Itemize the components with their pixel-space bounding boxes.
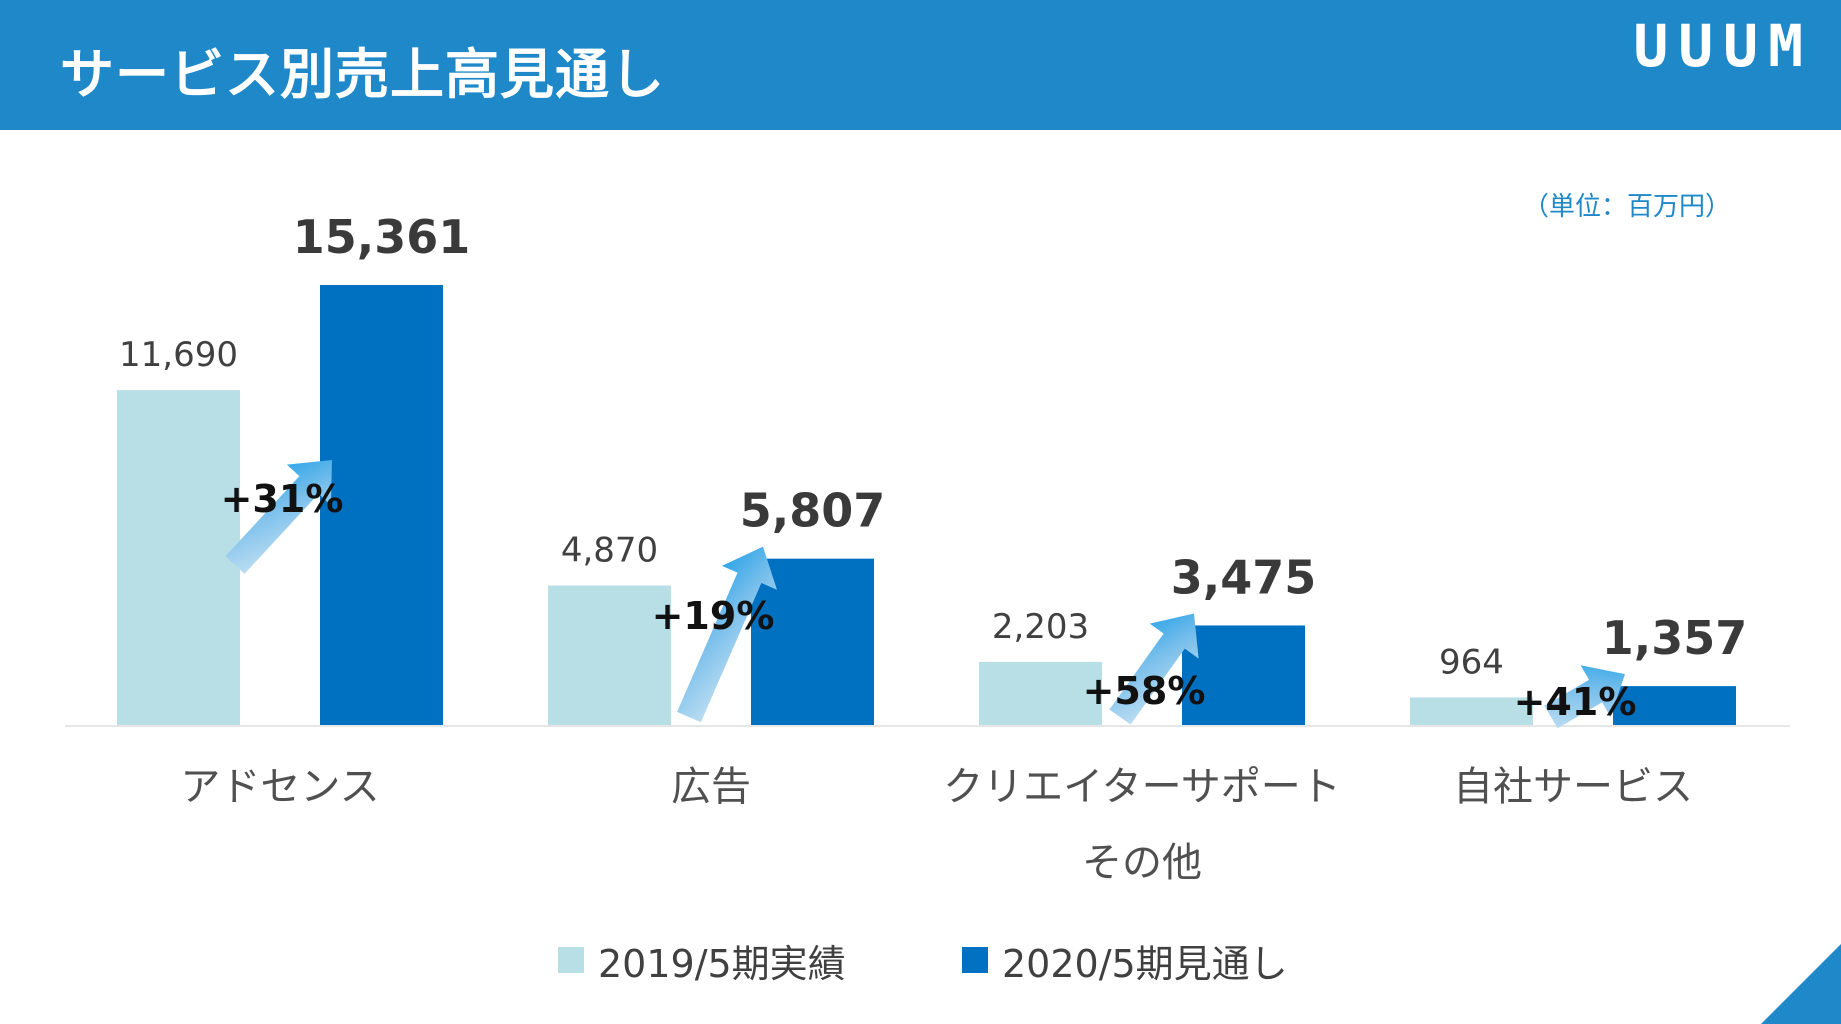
growth-label-1: +19% <box>652 594 775 638</box>
unit-label: （単位：百万円） <box>1522 192 1731 222</box>
bar-2019-3 <box>1410 697 1533 725</box>
category-label-1-0: 広告 <box>671 764 751 810</box>
growth-arrow-shape-1 <box>677 546 777 723</box>
legend-item-2019: 2019/5期実績 <box>558 935 846 986</box>
growth-arrow-3 <box>1544 665 1625 729</box>
growth-arrow-shape-0 <box>225 459 333 574</box>
category-label-2-0: クリエイターサポート <box>943 764 1341 810</box>
brand-logo: UUUM <box>1633 12 1813 80</box>
data-label-2019-3: 964 <box>1439 642 1504 682</box>
bar-2020-3 <box>1613 686 1736 725</box>
growth-label-2: +58% <box>1083 669 1206 713</box>
growth-label-0: +31% <box>221 477 344 521</box>
data-label-2019-2: 2,203 <box>992 607 1089 647</box>
page-title: サービス別売上高見通し <box>60 43 665 106</box>
bar-2019-2 <box>979 661 1102 725</box>
category-label-0-0: アドセンス <box>180 764 379 810</box>
growth-label-3: +41% <box>1514 680 1637 724</box>
bar-2019-0 <box>117 390 240 725</box>
legend-label-2019: 2019/5期実績 <box>598 941 846 986</box>
data-label-2020-1: 5,807 <box>740 484 886 538</box>
legend-swatch-2020 <box>962 947 988 973</box>
data-label-2019-1: 4,870 <box>561 531 658 571</box>
growth-arrow-shape-3 <box>1544 665 1625 729</box>
bar-chart: 11,690 15,361 +31% アドセンス 4,870 5,807 +19% 広告 2,2… <box>65 210 1790 886</box>
legend-swatch-2019 <box>558 947 584 973</box>
data-label-2020-0: 15,361 <box>293 210 471 264</box>
data-label-2020-2: 3,475 <box>1171 550 1317 604</box>
bar-2019-1 <box>548 585 671 725</box>
legend-item-2020: 2020/5期見通し <box>962 935 1288 986</box>
header-bar: サービス別売上高見通し UUUM <box>0 0 1841 130</box>
bar-2020-0 <box>320 285 443 725</box>
growth-arrow-shape-2 <box>1109 613 1199 725</box>
category-label-3-0: 自社サービス <box>1453 764 1693 810</box>
bar-2020-2 <box>1182 625 1305 725</box>
data-label-2020-3: 1,357 <box>1602 611 1748 665</box>
category-label-2-1: その他 <box>1082 840 1202 886</box>
data-label-2019-0: 11,690 <box>119 335 238 375</box>
growth-arrow-2 <box>1109 613 1199 725</box>
growth-arrow-0 <box>225 459 333 574</box>
legend-label-2020: 2020/5期見通し <box>1002 941 1288 986</box>
growth-arrow-1 <box>677 546 777 723</box>
chart-legend: 2019/5期実績 2020/5期見通し <box>0 935 1841 986</box>
corner-decoration <box>1761 944 1841 1024</box>
